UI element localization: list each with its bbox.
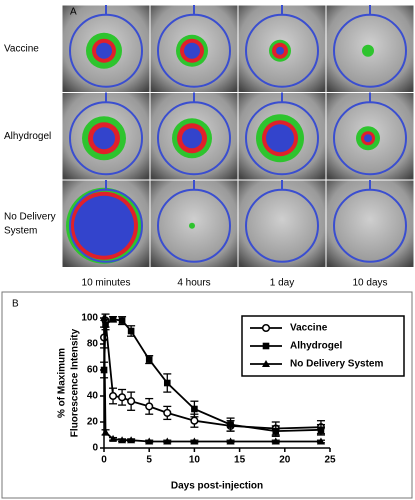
signal-green xyxy=(362,44,374,57)
marker xyxy=(127,397,136,406)
marker xyxy=(163,408,172,417)
y-tick-label: 100 xyxy=(81,313,98,324)
marker xyxy=(190,437,199,445)
marker xyxy=(227,421,234,428)
marker xyxy=(261,323,271,333)
marker xyxy=(316,437,325,445)
x-tick-label: 20 xyxy=(279,455,291,466)
panel-label: B xyxy=(12,299,19,310)
marker xyxy=(226,437,235,445)
x-tick-label: 5 xyxy=(146,455,152,466)
column-label: 1 day xyxy=(270,278,294,289)
marker xyxy=(108,391,118,401)
marker xyxy=(145,437,154,445)
marker xyxy=(101,428,110,436)
signal-blue xyxy=(96,42,112,59)
signal-blue xyxy=(364,134,372,143)
column-label: 10 days xyxy=(352,278,387,289)
signal-blue xyxy=(266,124,294,153)
marker xyxy=(102,321,109,328)
x-tick-label: 25 xyxy=(324,455,336,466)
row-label: Alhydrogel xyxy=(4,131,51,142)
row-label: Vaccine xyxy=(4,43,39,54)
marker xyxy=(127,327,135,335)
marker xyxy=(272,427,280,435)
column-label: 4 hours xyxy=(177,278,210,289)
y-tick-label: 40 xyxy=(87,391,99,402)
signal-blue xyxy=(74,195,134,256)
marker xyxy=(191,405,198,413)
marker xyxy=(109,434,118,442)
x-tick-label: 0 xyxy=(101,455,107,466)
image-tile xyxy=(237,179,327,268)
x-tick-label: 10 xyxy=(189,455,201,466)
marker xyxy=(190,416,199,425)
marker xyxy=(163,379,171,387)
marker xyxy=(145,356,153,363)
marker xyxy=(118,317,126,324)
legend-label: No Delivery System xyxy=(290,359,383,370)
panel-b-frame xyxy=(1,291,413,499)
marker xyxy=(271,437,280,445)
signal-blue xyxy=(184,42,200,59)
x-tick-label: 15 xyxy=(234,455,246,466)
legend-label: Alhydrogel xyxy=(290,341,342,352)
y-tick-label: 60 xyxy=(87,365,99,376)
signal-blue xyxy=(93,127,115,150)
row-label: No Delivery xyxy=(4,211,56,222)
column-label: 10 minutes xyxy=(82,278,131,289)
marker xyxy=(100,314,109,321)
signal-green xyxy=(189,222,195,229)
signal-blue xyxy=(276,46,284,55)
signal-blue xyxy=(182,128,202,149)
legend-label: Vaccine xyxy=(290,323,328,334)
y-tick-label: 20 xyxy=(87,417,99,428)
marker xyxy=(109,316,117,323)
marker xyxy=(145,402,154,411)
y-axis-title: % of Maximum xyxy=(57,348,68,418)
marker xyxy=(127,436,136,444)
marker xyxy=(317,426,325,434)
marker xyxy=(118,393,127,402)
marker xyxy=(262,342,270,350)
y-axis-title: Fluorescence Intensity xyxy=(70,328,81,437)
y-tick-label: 80 xyxy=(87,339,99,350)
marker xyxy=(118,436,127,444)
image-tile xyxy=(325,179,415,268)
marker xyxy=(262,360,270,367)
panel-label: A xyxy=(70,7,77,18)
x-axis-title: Days post-injection xyxy=(171,481,263,492)
marker xyxy=(163,437,172,445)
y-tick-label: 0 xyxy=(92,443,98,454)
row-label: System xyxy=(4,225,37,236)
